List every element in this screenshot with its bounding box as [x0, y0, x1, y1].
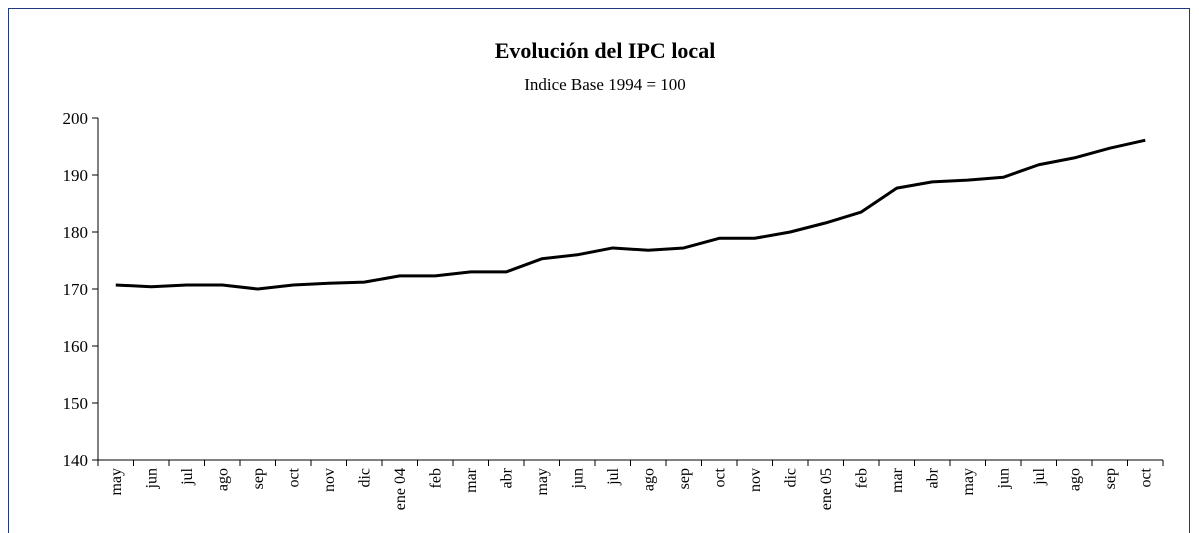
- x-tick-label: jun: [569, 468, 586, 489]
- x-tick-label: may: [534, 468, 551, 496]
- y-tick-label: 140: [63, 451, 89, 470]
- chart-frame: [8, 8, 1190, 533]
- series-line: [115, 138, 1146, 291]
- x-tick-label: abr: [498, 467, 515, 488]
- y-tick-label: 200: [63, 109, 89, 128]
- x-tick-label: may: [960, 468, 977, 496]
- x-tick-label: oct: [1137, 467, 1154, 487]
- y-tick-label: 180: [63, 223, 89, 242]
- x-tick-label: mar: [463, 467, 480, 493]
- x-tick-label: jun: [143, 468, 160, 489]
- y-tick-label: 190: [63, 166, 89, 185]
- x-tick-label: feb: [427, 468, 444, 488]
- y-tick-label: 150: [63, 394, 89, 413]
- x-tick-label: ago: [1066, 468, 1083, 491]
- x-tick-label: sep: [676, 468, 693, 489]
- x-tick-label: abr: [924, 467, 941, 488]
- x-tick-label: ene 05: [818, 468, 835, 510]
- chart-subtitle: Indice Base 1994 = 100: [524, 75, 686, 94]
- x-tick-label: may: [108, 468, 125, 496]
- x-tick-label: dic: [782, 468, 799, 488]
- x-tick-label: oct: [285, 467, 302, 487]
- x-tick-label: feb: [853, 468, 870, 488]
- x-tick-label: sep: [1102, 468, 1119, 489]
- x-tick-label: ene 04: [392, 468, 409, 510]
- x-tick-label: dic: [356, 468, 373, 488]
- x-tick-label: mar: [889, 467, 906, 493]
- x-tick-label: oct: [711, 467, 728, 487]
- x-tick-label: jul: [605, 467, 622, 485]
- x-tick-label: nov: [321, 468, 338, 492]
- x-tick-label: ago: [214, 468, 231, 491]
- x-tick-label: jul: [179, 467, 196, 485]
- x-tick-label: sep: [250, 468, 267, 489]
- x-tick-label: nov: [747, 468, 764, 492]
- x-tick-label: ago: [640, 468, 657, 491]
- y-tick-label: 170: [63, 280, 89, 299]
- x-tick-label: jul: [1031, 467, 1048, 485]
- x-tick-label: jun: [995, 468, 1012, 489]
- y-tick-label: 160: [63, 337, 89, 356]
- chart-title: Evolución del IPC local: [495, 38, 716, 63]
